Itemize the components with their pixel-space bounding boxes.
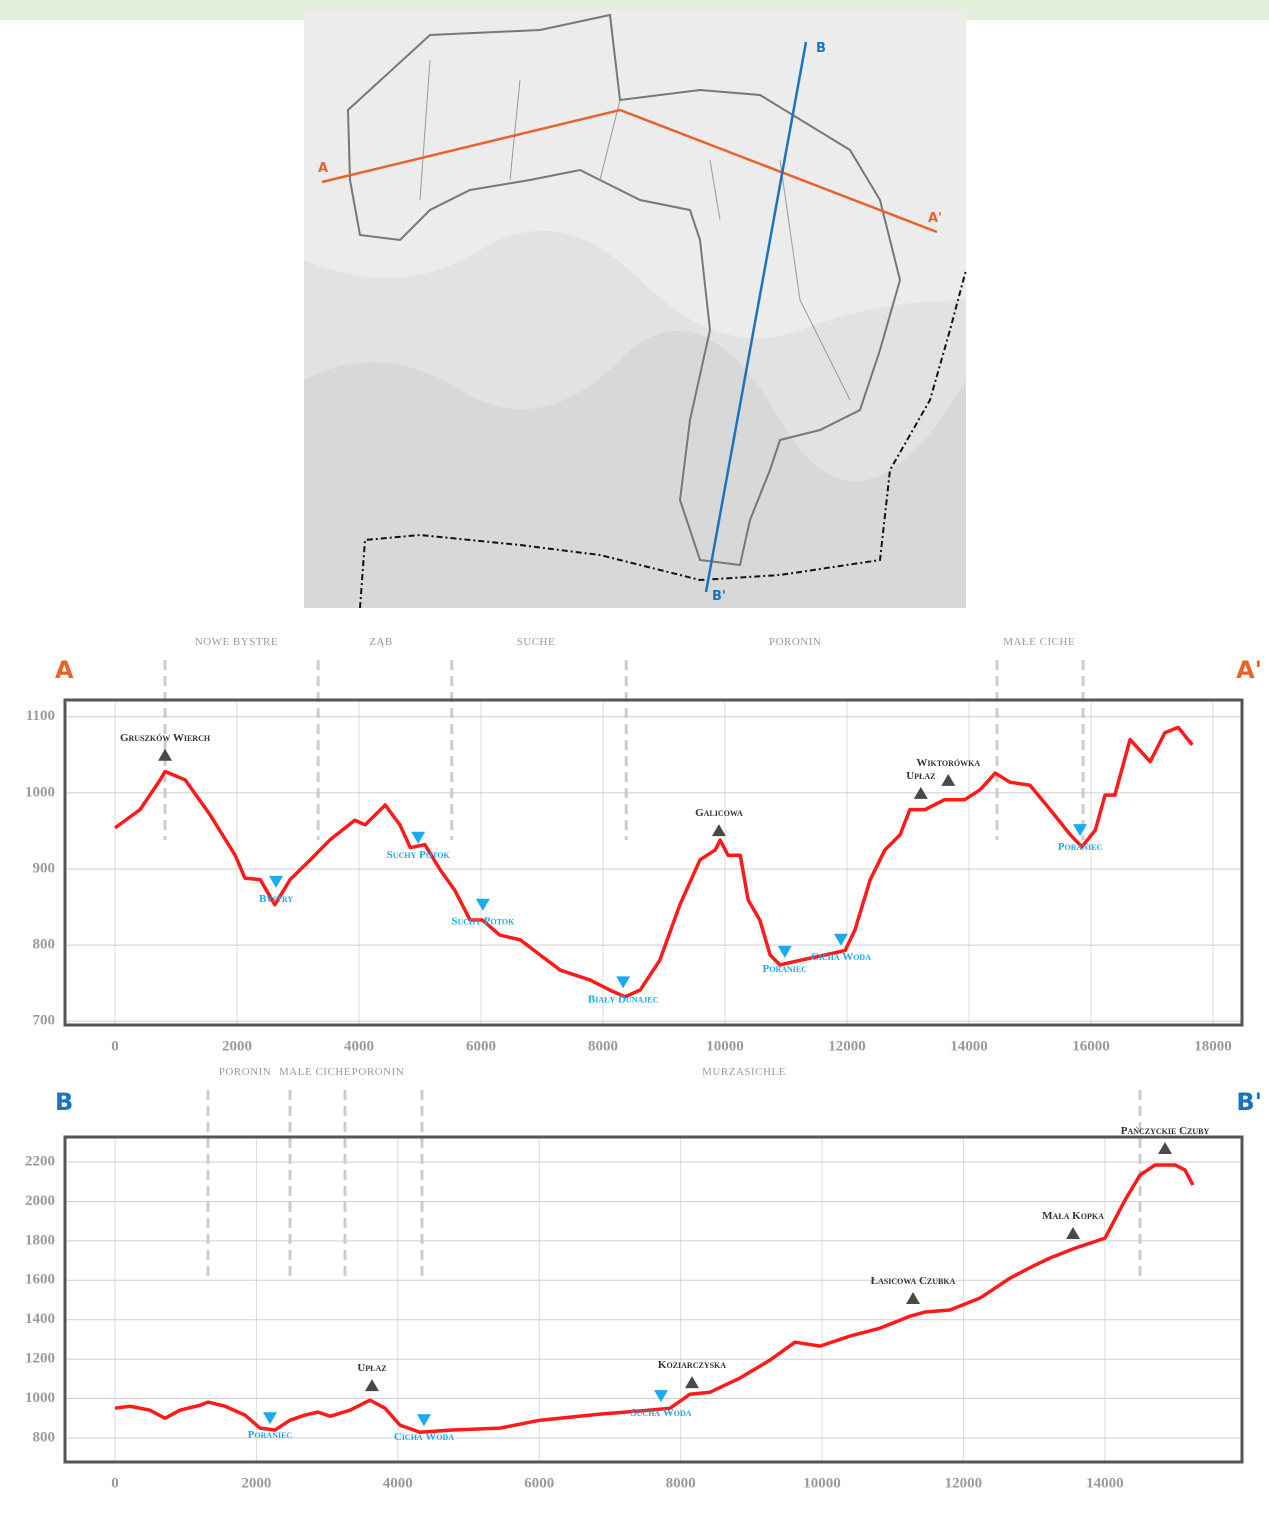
- y-tick-label: 2200: [25, 1153, 55, 1169]
- region-label: SUCHE: [517, 636, 556, 648]
- x-tick-label: 4000: [383, 1475, 413, 1491]
- x-tick-label: 2000: [222, 1038, 252, 1054]
- annotation-label: Poraniec: [763, 963, 808, 975]
- y-tick-label: 1200: [25, 1351, 55, 1367]
- annotation-label: Upłaz: [906, 770, 935, 782]
- annotation-label: Poraniec: [1058, 841, 1103, 853]
- page: A A' B B' 020004000600080001000012000140…: [0, 0, 1269, 1514]
- region-label: MAŁE CICHE: [279, 1066, 351, 1078]
- y-tick-label: 2000: [25, 1193, 55, 1209]
- x-tick-label: 12000: [945, 1475, 983, 1491]
- region-label: PORONIN: [219, 1066, 271, 1078]
- x-tick-label: 4000: [344, 1038, 374, 1054]
- annotation-label: Wiktorówka: [916, 757, 980, 769]
- x-tick-label: 14000: [1086, 1475, 1124, 1491]
- map-label: A: [318, 161, 328, 176]
- region-label: PORONIN: [769, 636, 821, 648]
- annotation-label: Poraniec: [248, 1429, 293, 1441]
- y-tick-label: 1600: [25, 1272, 55, 1288]
- x-tick-label: 6000: [524, 1475, 554, 1491]
- map-label: B: [816, 41, 826, 56]
- section-start-label: A: [55, 656, 74, 684]
- region-label: NOWE BYSTRE: [195, 636, 278, 648]
- y-tick-label: 700: [33, 1013, 56, 1029]
- y-tick-label: 800: [33, 1429, 56, 1445]
- x-tick-label: 16000: [1072, 1038, 1110, 1054]
- y-tick-label: 800: [33, 937, 56, 953]
- annotation-label: Sucha Woda: [631, 1407, 692, 1419]
- y-tick-label: 1400: [25, 1311, 55, 1327]
- annotation-label: Suchy Potok: [451, 916, 515, 928]
- section-end-label: A': [1236, 656, 1262, 684]
- y-tick-label: 1000: [25, 784, 55, 800]
- x-tick-label: 10000: [706, 1038, 744, 1054]
- x-tick-label: 0: [111, 1038, 119, 1054]
- y-tick-label: 900: [33, 860, 56, 876]
- x-tick-label: 18000: [1194, 1038, 1232, 1054]
- annotation-label: Suchy Potok: [387, 849, 451, 861]
- x-tick-label: 10000: [803, 1475, 841, 1491]
- x-tick-label: 8000: [588, 1038, 618, 1054]
- y-tick-label: 1800: [25, 1232, 55, 1248]
- annotation-label: Koziarczyska: [658, 1359, 726, 1371]
- annotation-label: Pańczyckie Czuby: [1121, 1125, 1210, 1137]
- y-tick-label: 1100: [26, 708, 55, 724]
- section-end-label: B': [1236, 1088, 1262, 1116]
- x-tick-label: 12000: [828, 1038, 866, 1054]
- region-label: ZĄB: [369, 636, 393, 648]
- map: A A' B B': [304, 10, 966, 608]
- map-label: A': [928, 211, 942, 226]
- annotation-label: Gruszków Wierch: [120, 732, 211, 744]
- x-tick-label: 2000: [241, 1475, 271, 1491]
- x-tick-label: 0: [111, 1475, 119, 1491]
- y-tick-label: 1000: [25, 1390, 55, 1406]
- x-tick-label: 8000: [666, 1475, 696, 1491]
- section-start-label: B: [55, 1088, 73, 1116]
- plot-background: [65, 700, 1242, 1025]
- region-label: MAŁE CICHE: [1003, 636, 1075, 648]
- annotation-label: Cicha Woda: [394, 1431, 454, 1443]
- region-label: MURZASICHLE: [702, 1066, 786, 1078]
- annotation-label: Łasicowa Czubka: [871, 1275, 956, 1287]
- x-tick-label: 14000: [950, 1038, 988, 1054]
- annotation-label: Bystry: [259, 893, 293, 905]
- annotation-label: Galicowa: [695, 807, 743, 819]
- x-tick-label: 6000: [466, 1038, 496, 1054]
- region-label: PORONIN: [352, 1066, 404, 1078]
- map-label: B': [712, 589, 726, 604]
- profile-chart: 0 2000 4000 6000 8000 10000 12000 14000 800 1000 1…: [25, 1066, 1262, 1491]
- annotation-label: Biały Dunajec: [588, 993, 659, 1005]
- annotation-label: Mała Kopka: [1042, 1210, 1104, 1222]
- annotation-label: Cicha Woda: [811, 951, 871, 963]
- annotation-label: Upłaz: [357, 1362, 386, 1374]
